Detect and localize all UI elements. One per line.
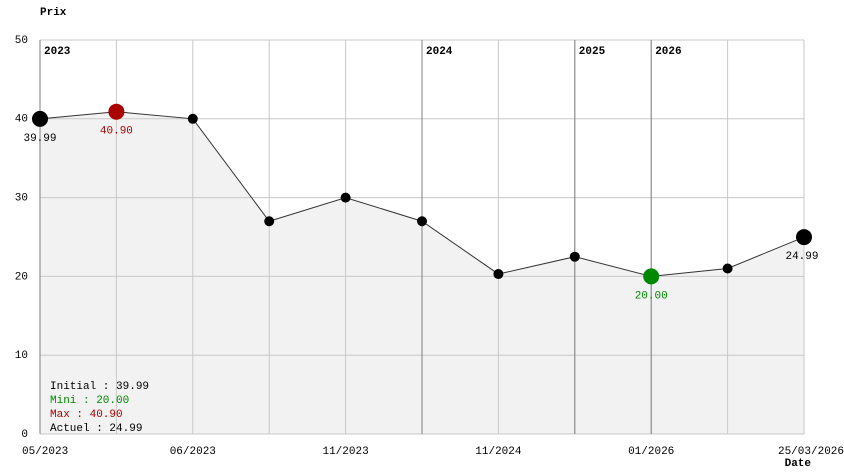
chart-title: Prix xyxy=(40,7,67,19)
point xyxy=(493,269,504,280)
summary-line: Initial : 39.99 xyxy=(50,381,149,393)
point xyxy=(643,268,660,285)
y-tick-label: 50 xyxy=(15,35,28,47)
y-tick-label: 30 xyxy=(15,193,28,205)
y-tick-label: 10 xyxy=(15,350,28,362)
point xyxy=(187,113,198,124)
x-tick-label: 25/03/2026 xyxy=(778,446,844,458)
x-tick-label: 05/2023 xyxy=(22,446,68,458)
x-tick-label: 11/2024 xyxy=(475,446,522,458)
summary-line: Actuel : 24.99 xyxy=(50,423,142,435)
year-label: 2026 xyxy=(655,46,681,58)
point xyxy=(569,251,580,262)
y-tick-label: 0 xyxy=(21,429,28,441)
point xyxy=(796,229,812,246)
year-label: 2023 xyxy=(44,46,71,58)
year-label: 2024 xyxy=(426,46,453,58)
value-label: 39.99 xyxy=(23,133,56,145)
x-tick-label: 11/2023 xyxy=(322,446,368,458)
summary-line: Mini : 20.00 xyxy=(50,395,129,407)
value-label: 40.90 xyxy=(100,126,133,138)
x-tick-label: 01/2026 xyxy=(628,446,674,458)
value-label: 24.99 xyxy=(785,251,818,263)
x-tick-label: 06/2023 xyxy=(170,446,216,458)
y-tick-label: 20 xyxy=(15,271,28,283)
value-label: 20.00 xyxy=(635,290,668,302)
y-tick-label: 40 xyxy=(15,114,28,126)
point xyxy=(108,103,125,120)
x-axis-label: Date xyxy=(785,458,812,470)
summary-line: Max : 40.90 xyxy=(50,409,123,421)
point xyxy=(32,110,48,127)
point xyxy=(417,216,427,227)
year-label: 2025 xyxy=(579,46,606,58)
point xyxy=(340,192,351,203)
point xyxy=(264,216,275,227)
point xyxy=(722,263,733,274)
